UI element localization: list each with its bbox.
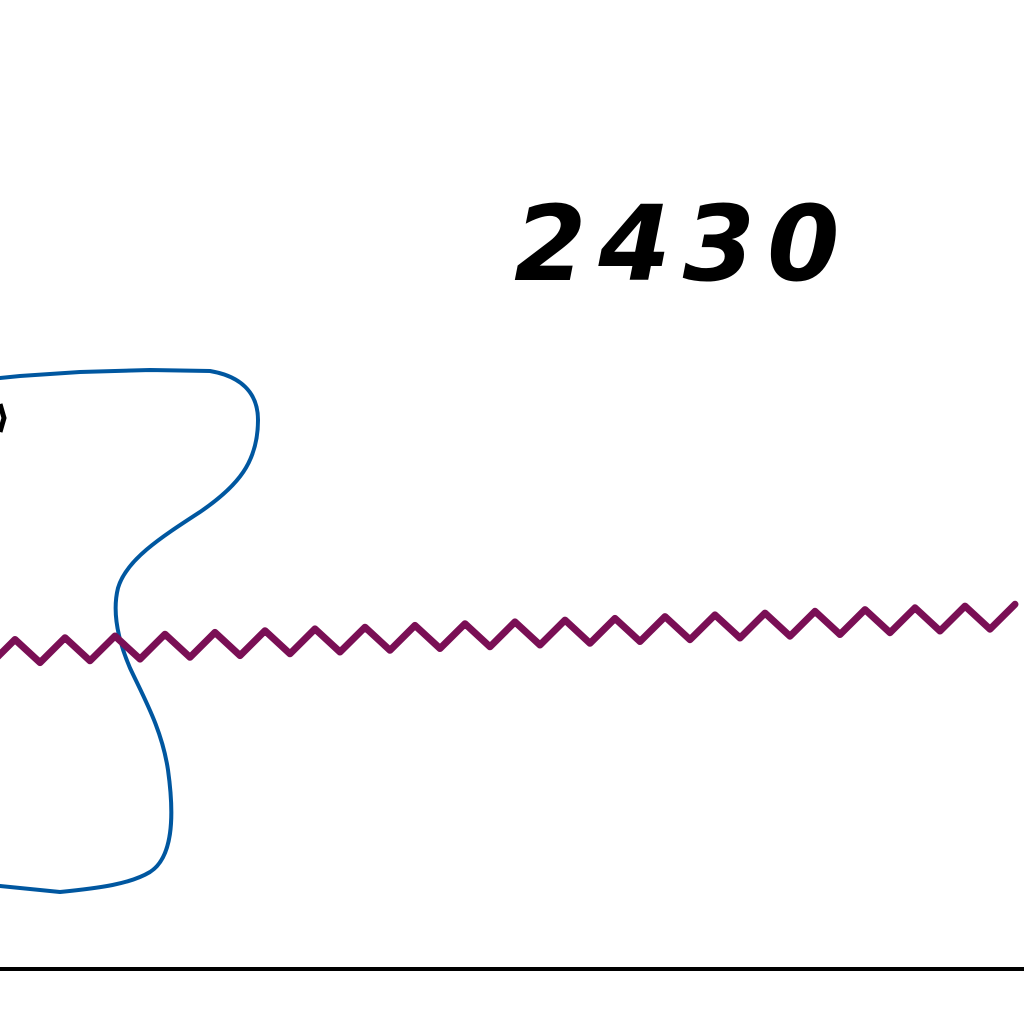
partial-glyph-mark [0,403,7,433]
loop-curve [0,368,260,894]
diagram-number-label: 2430 [514,183,852,305]
wave-line [0,600,1019,667]
